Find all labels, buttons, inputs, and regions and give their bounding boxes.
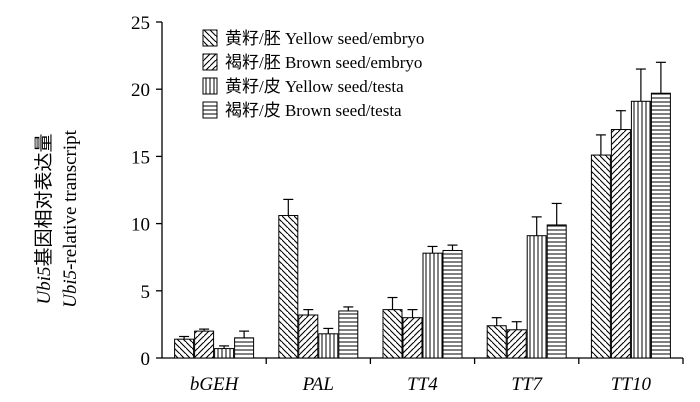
legend-label: 褐籽/皮 Brown seed/testa: [225, 101, 402, 120]
y-tick-label: 15: [131, 147, 150, 168]
bar: [546, 224, 567, 359]
bar: [590, 154, 611, 359]
bar: [382, 309, 403, 359]
x-category-label: TT10: [611, 374, 652, 395]
legend-swatch: [202, 77, 218, 95]
legend: 黄籽/胚 Yellow seed/embryo 褐籽/胚 Brown seed/e…: [202, 29, 424, 120]
bar: [422, 252, 443, 359]
bar: [486, 325, 507, 359]
bar: [298, 314, 319, 359]
x-category-label: bGEH: [190, 374, 240, 395]
y-axis-title-cn-italic: Ubi5: [34, 267, 55, 305]
legend-swatch: [202, 101, 218, 119]
bars: [174, 61, 671, 359]
bar: [610, 129, 631, 359]
bar: [318, 333, 339, 359]
x-category-label: TT4: [407, 374, 438, 395]
bar: [442, 249, 463, 359]
legend-swatch: [202, 29, 218, 47]
y-tick-label: 0: [141, 349, 151, 370]
y-axis-title-en-italic: Ubi5: [60, 270, 81, 308]
legend-label: 褐籽/胚 Brown seed/embryo: [225, 53, 422, 72]
svg-text:Ubi5基因相对表达量: Ubi5基因相对表达量: [33, 133, 55, 304]
legend-label: 黄籽/胚 Yellow seed/embryo: [225, 29, 424, 48]
svg-text:Ubi5-relative transcript: Ubi5-relative transcript: [60, 129, 81, 308]
bar: [278, 215, 299, 359]
x-category-label: PAL: [302, 374, 334, 395]
bar: [194, 330, 215, 359]
x-category-label: TT7: [511, 374, 543, 395]
legend-swatch: [202, 53, 218, 71]
y-tick-label: 20: [131, 80, 150, 101]
y-axis-title-en-text: -relative transcript: [60, 129, 81, 270]
bar: [174, 338, 195, 359]
bar: [630, 100, 651, 359]
legend-label: 黄籽/皮 Yellow seed/testa: [225, 77, 404, 96]
y-tick-label: 10: [131, 215, 150, 236]
axes: 0 5 10 15 20 25 bGEH PAL TT4 TT7 TT10: [131, 13, 684, 395]
y-axis-title-cn-text: 基因相对表达量: [33, 133, 55, 266]
bar: [506, 329, 527, 359]
bar: [234, 337, 255, 359]
y-tick-label: 25: [131, 13, 150, 34]
y-axis-title-en: Ubi5-relative transcript: [60, 129, 81, 308]
bar: [650, 92, 671, 359]
bar: [338, 310, 359, 359]
y-tick-label: 5: [141, 282, 151, 303]
bar: [526, 235, 547, 359]
bar: [214, 348, 235, 359]
y-axis-title-cn: Ubi5基因相对表达量: [33, 133, 55, 304]
bar: [402, 317, 423, 359]
